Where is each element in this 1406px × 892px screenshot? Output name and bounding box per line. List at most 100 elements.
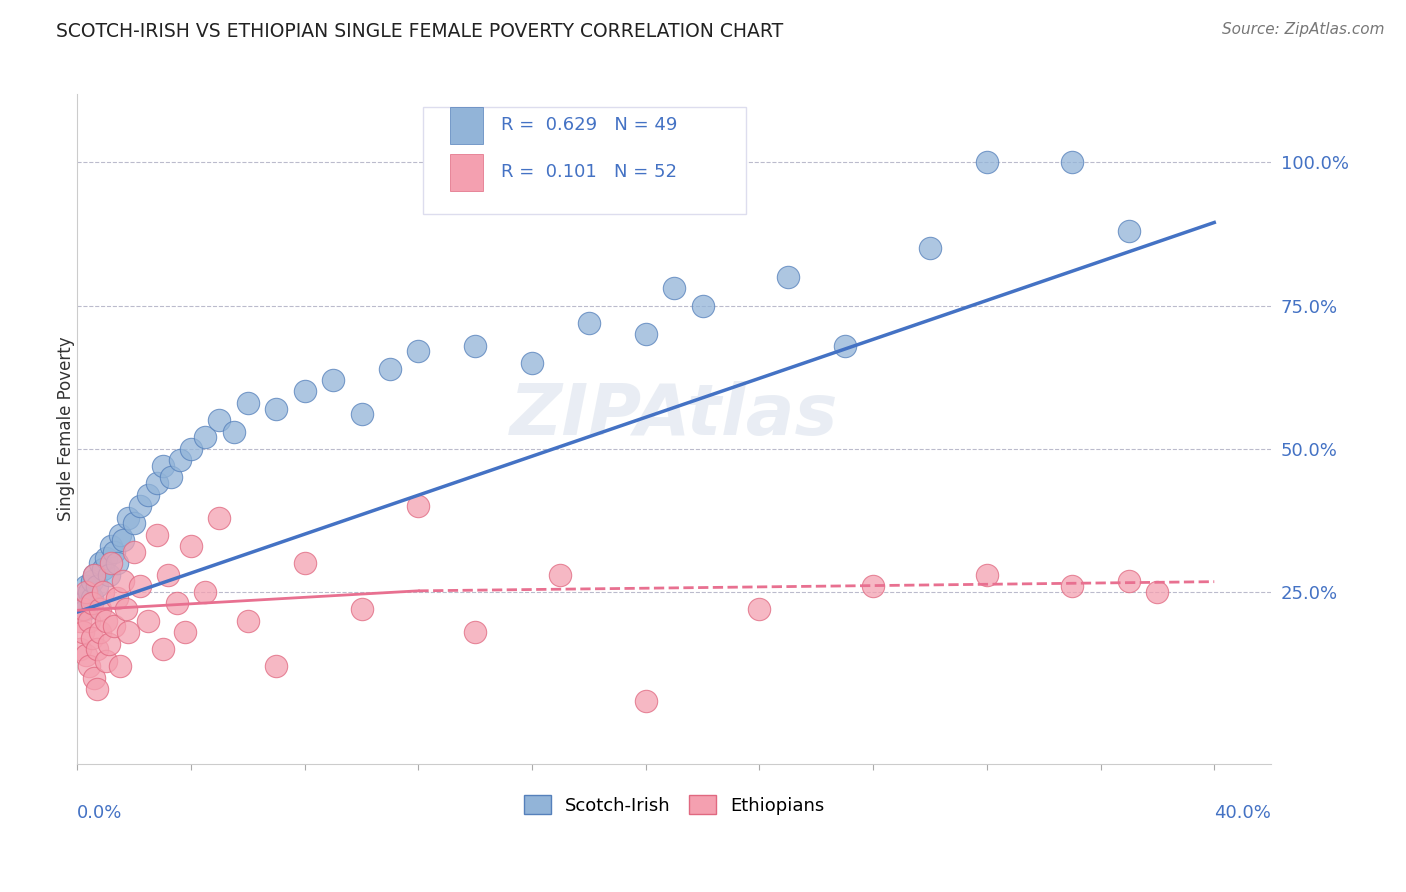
Point [117, 510, 139, 524]
Point [264, 659, 287, 673]
Point [75, 648, 97, 662]
Point [464, 625, 486, 640]
Point [208, 413, 231, 427]
Text: R =  0.101   N = 52: R = 0.101 N = 52 [501, 163, 678, 181]
Point [111, 533, 134, 548]
Point [80, 631, 103, 645]
Point [103, 619, 125, 633]
Point [122, 516, 145, 531]
Point [117, 625, 139, 640]
Point [160, 470, 183, 484]
Point [77, 659, 100, 673]
Point [550, 567, 572, 582]
Point [80, 596, 103, 610]
Point [157, 567, 180, 582]
Point [75, 579, 97, 593]
Point [80, 574, 103, 588]
Point [97, 636, 120, 650]
Point [105, 591, 128, 605]
Point [86, 642, 108, 657]
Point [862, 579, 884, 593]
Point [103, 545, 125, 559]
Legend: Scotch-Irish, Ethiopians: Scotch-Irish, Ethiopians [516, 788, 832, 822]
Point [634, 694, 657, 708]
Text: 0.0%: 0.0% [77, 804, 122, 822]
Point [72, 625, 94, 640]
Point [634, 327, 657, 342]
Text: 40.0%: 40.0% [1215, 804, 1271, 822]
Point [222, 425, 245, 439]
Point [976, 155, 998, 169]
Point [128, 499, 150, 513]
Point [834, 338, 856, 352]
Point [918, 241, 941, 255]
Point [152, 458, 174, 473]
Point [464, 338, 486, 352]
Point [128, 579, 150, 593]
Point [69, 591, 91, 605]
Point [748, 602, 770, 616]
Point [75, 585, 97, 599]
Point [322, 373, 344, 387]
Point [294, 557, 316, 571]
Point [264, 401, 287, 416]
Point [89, 557, 111, 571]
Point [97, 567, 120, 582]
Point [91, 562, 114, 576]
Point [350, 408, 373, 422]
Point [100, 539, 122, 553]
Text: SCOTCH-IRISH VS ETHIOPIAN SINGLE FEMALE POVERTY CORRELATION CHART: SCOTCH-IRISH VS ETHIOPIAN SINGLE FEMALE … [56, 22, 783, 41]
Point [94, 654, 117, 668]
Point [75, 602, 97, 616]
Point [146, 527, 169, 541]
Point [111, 574, 134, 588]
Point [776, 269, 799, 284]
Point [83, 567, 105, 582]
Point [94, 550, 117, 565]
Y-axis label: Single Female Poverty: Single Female Poverty [58, 336, 75, 521]
Point [194, 430, 217, 444]
Point [236, 614, 259, 628]
Point [174, 625, 197, 640]
Text: Source: ZipAtlas.com: Source: ZipAtlas.com [1222, 22, 1385, 37]
Text: ZIPAtlas: ZIPAtlas [510, 381, 838, 450]
Point [77, 614, 100, 628]
Point [91, 585, 114, 599]
Point [976, 567, 998, 582]
Point [138, 487, 160, 501]
Point [294, 384, 316, 399]
Point [108, 659, 131, 673]
Point [378, 361, 401, 376]
Point [94, 614, 117, 628]
Point [520, 356, 543, 370]
Point [77, 585, 100, 599]
Point [664, 281, 686, 295]
Point [114, 602, 136, 616]
Point [578, 316, 600, 330]
Point [146, 476, 169, 491]
Point [166, 596, 188, 610]
Point [89, 602, 111, 616]
Point [408, 344, 430, 359]
Point [105, 557, 128, 571]
Point [69, 614, 91, 628]
Point [86, 682, 108, 697]
Point [236, 396, 259, 410]
Point [180, 442, 202, 456]
Point [1062, 155, 1084, 169]
Point [138, 614, 160, 628]
Point [408, 499, 430, 513]
Point [1146, 585, 1168, 599]
FancyBboxPatch shape [450, 154, 484, 191]
Point [83, 567, 105, 582]
Text: R =  0.629   N = 49: R = 0.629 N = 49 [501, 117, 678, 135]
Point [692, 299, 714, 313]
Point [1118, 574, 1140, 588]
Point [86, 579, 108, 593]
Point [83, 671, 105, 685]
Point [69, 642, 91, 657]
Point [80, 591, 103, 605]
Point [72, 596, 94, 610]
Point [1118, 224, 1140, 238]
Point [169, 453, 191, 467]
